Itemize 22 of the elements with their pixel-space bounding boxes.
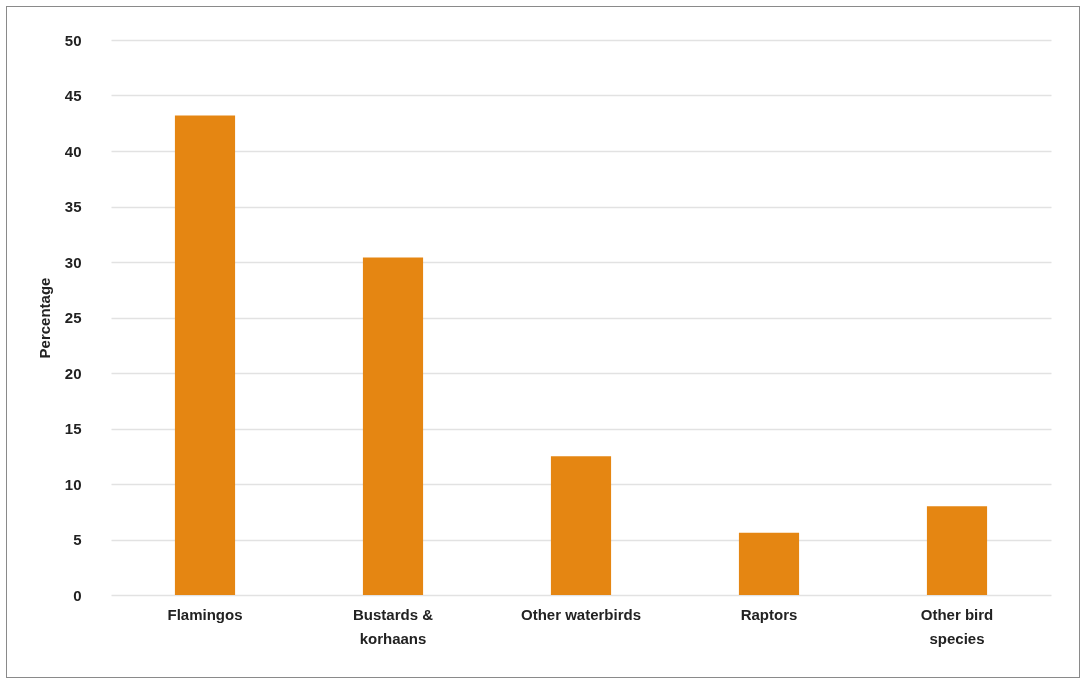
bar [362, 257, 424, 595]
y-tick-label: 10 [64, 475, 82, 493]
bar [174, 115, 236, 595]
x-tick-label: Other waterbirds [520, 605, 642, 623]
x-tick-label: Bustards & korhaans [352, 605, 434, 647]
x-tick-label: Raptors [740, 605, 798, 623]
y-tick-label: 5 [73, 531, 82, 548]
x-tick-label: Flamingos [167, 605, 243, 623]
y-tick-label: 20 [64, 364, 82, 382]
y-tick-label: 25 [64, 309, 82, 326]
bar [926, 506, 988, 595]
y-tick-label: 0 [73, 586, 82, 604]
x-tick-label: Other bird species [920, 605, 994, 647]
y-tick-label: 35 [64, 198, 82, 215]
y-tick-label: 15 [64, 420, 82, 437]
bar [550, 456, 612, 595]
y-tick-label: 40 [64, 142, 82, 160]
bar [738, 532, 800, 595]
y-axis-title: Percentage [35, 277, 53, 359]
y-tick-label: 45 [64, 87, 82, 104]
y-tick-label: 30 [64, 253, 82, 271]
y-tick-label: 50 [64, 31, 82, 49]
